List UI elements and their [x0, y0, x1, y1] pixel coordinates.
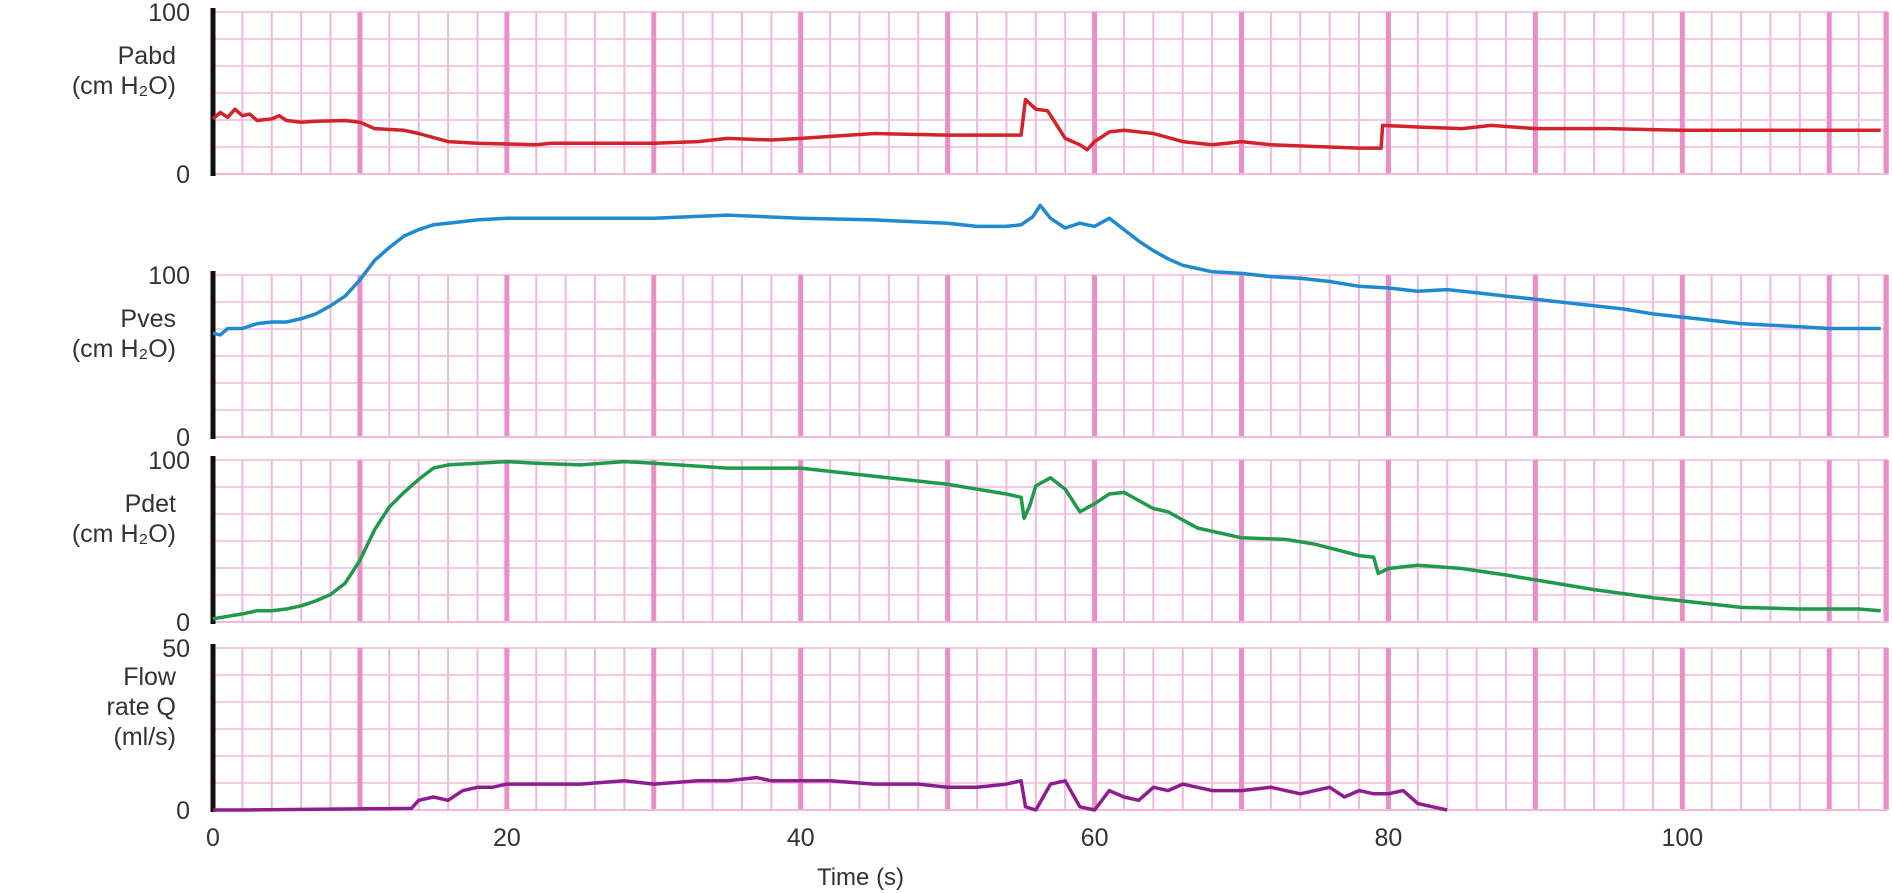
x-tick-label: 0	[206, 824, 220, 852]
series-line-0	[211, 97, 1881, 152]
x-tick-label: 60	[1081, 824, 1109, 852]
chart-traces	[211, 97, 1881, 812]
series-line-1	[212, 203, 1881, 337]
panel-label-line: (cm H₂O)	[72, 520, 176, 548]
y-tick-label: 0	[176, 609, 190, 637]
panel-2	[210, 456, 1889, 624]
x-tick-label: 80	[1375, 824, 1403, 852]
series-line-3	[213, 775, 1448, 812]
panel-0	[210, 8, 1889, 176]
panel-label-line: Flow	[123, 663, 177, 691]
y-tick-label: 0	[176, 424, 190, 452]
panel-label-line: (cm H₂O)	[72, 335, 176, 363]
panel-label-line: (ml/s)	[114, 723, 176, 751]
y-tick-label: 100	[148, 447, 190, 475]
panel-label-line: (cm H₂O)	[72, 72, 176, 100]
y-tick-label: 0	[176, 797, 190, 825]
x-tick-label: 20	[493, 824, 521, 852]
x-tick-label: 40	[787, 824, 815, 852]
y-tick-label: 100	[148, 262, 190, 290]
series-line-2	[212, 459, 1881, 621]
y-tick-label: 50	[162, 635, 190, 663]
panel-label-line: rate Q	[107, 693, 176, 721]
panel-label-line: Pabd	[118, 42, 176, 70]
chart-panels	[210, 8, 1889, 812]
x-axis-title: Time (s)	[817, 864, 904, 891]
panel-1	[210, 271, 1889, 439]
x-tick-label: 100	[1661, 824, 1703, 852]
y-tick-label: 0	[176, 161, 190, 189]
panel-3	[210, 644, 1889, 812]
y-tick-label: 100	[148, 0, 190, 27]
panel-label-line: Pdet	[125, 490, 176, 518]
panel-label-line: Pves	[120, 305, 176, 333]
